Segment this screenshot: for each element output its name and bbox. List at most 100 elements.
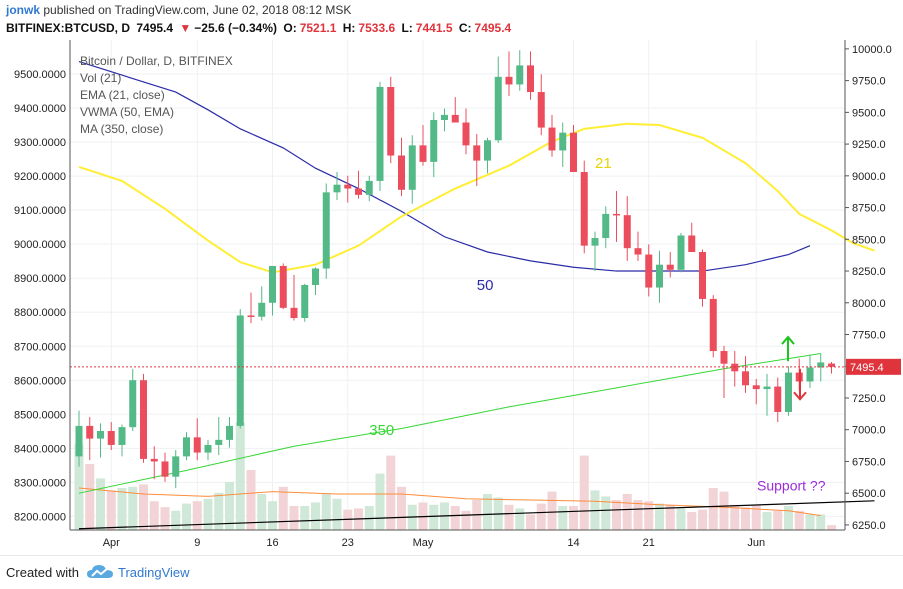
ema21-annotation: 21: [595, 155, 612, 172]
ma350-line: [78, 353, 821, 494]
volume-bar: [289, 506, 299, 530]
candle-body: [817, 362, 825, 368]
candle-body: [236, 315, 244, 426]
volume-bar: [504, 504, 514, 530]
right-tick-label: 8000.0: [852, 298, 886, 310]
legend-item: VWMA (50, EMA): [80, 105, 174, 119]
tradingview-cloud-icon[interactable]: [86, 562, 114, 582]
volume-bar: [730, 504, 740, 530]
volume-bar: [655, 503, 664, 530]
candle-body: [763, 386, 771, 390]
candle-body: [269, 265, 276, 303]
price-chart[interactable]: 9500.00009400.00009300.00009200.00009100…: [0, 40, 903, 555]
left-tick-label: 8700.0000: [14, 341, 66, 353]
candle-body: [527, 65, 534, 93]
right-tick-label: 7000.0: [852, 425, 886, 437]
volume-bar: [751, 504, 761, 530]
candle-body: [376, 86, 384, 181]
right-tick-label: 6750.0: [852, 456, 886, 468]
legend: Bitcoin / Dollar, D, BITFINEX Vol (21) EMA…: [80, 54, 233, 136]
candle-body: [656, 264, 663, 288]
candles: [70, 50, 845, 489]
candle-body: [118, 427, 126, 445]
indicator-lines: [78, 61, 875, 530]
support-line: [78, 500, 875, 530]
candle-body: [688, 235, 696, 252]
ohlc-high-value: 7533.6: [358, 21, 396, 35]
price-change: −25.6 (−0.34%): [194, 21, 278, 35]
candle-body: [75, 425, 83, 457]
candle-body: [387, 86, 395, 156]
annotations: 21 50 350 Support ??: [369, 155, 825, 493]
volume-bars: [74, 422, 836, 530]
candle-body: [290, 307, 298, 319]
candle-body: [720, 351, 728, 364]
volume-bar: [719, 491, 729, 530]
right-tick-label: 9500.0: [852, 107, 886, 119]
ohlc-open-label: O:: [283, 21, 297, 35]
ema21-line: [78, 122, 875, 274]
volume-bar: [708, 488, 718, 530]
volume-bar: [784, 506, 793, 530]
volume-bar: [225, 482, 234, 530]
candle-body: [408, 145, 416, 190]
candle-body: [462, 122, 470, 146]
left-tick-label: 9400.0000: [14, 103, 66, 115]
left-tick-label: 9200.0000: [14, 171, 66, 183]
ma350-annotation: 350: [369, 422, 394, 439]
volume-bar: [311, 502, 320, 530]
volume-bar: [321, 494, 331, 530]
candle-body: [430, 119, 438, 162]
ohlc-open-value: 7521.1: [299, 21, 337, 35]
volume-bar: [246, 470, 256, 530]
candle-body: [355, 188, 362, 195]
candle-body: [806, 367, 814, 382]
volume-bar: [526, 514, 535, 530]
volume-bar: [612, 500, 621, 530]
author-link[interactable]: jonwk: [6, 3, 41, 17]
left-tick-label: 8600.0000: [14, 375, 66, 387]
candle-body: [107, 430, 115, 445]
support-annotation: Support ??: [757, 478, 826, 494]
right-tick-label: 7250.0: [852, 393, 886, 405]
candle-body: [634, 248, 642, 255]
x-tick-label: Jun: [747, 537, 765, 549]
left-tick-label: 8200.0000: [14, 511, 66, 523]
candle-body: [258, 302, 266, 317]
candle-body: [215, 439, 223, 445]
volume-bar: [665, 504, 675, 530]
candle-body: [645, 254, 653, 288]
volume-bar: [397, 486, 406, 530]
x-tick-label: 16: [266, 537, 278, 549]
right-tick-label: 6250.0: [852, 520, 886, 532]
volume-bar: [794, 510, 804, 530]
last-price-tag: [846, 358, 901, 375]
candle-body: [559, 132, 567, 151]
candle-body: [129, 380, 137, 428]
candle-body: [591, 238, 599, 246]
volume-bar: [579, 455, 589, 530]
right-tick-label: 9750.0: [852, 76, 886, 88]
volume-bar: [106, 490, 116, 530]
legend-item: EMA (21, close): [80, 88, 165, 102]
volume-bar: [644, 501, 654, 530]
volume-bar: [569, 506, 578, 530]
volume-bar: [816, 514, 826, 530]
x-tick-label: Apr: [103, 537, 120, 549]
right-tick-label: 7750.0: [852, 330, 886, 342]
candle-body: [623, 215, 631, 249]
candle-body: [86, 425, 94, 439]
tradingview-link[interactable]: TradingView: [118, 565, 190, 580]
left-tick-label: 8500.0000: [14, 409, 66, 421]
candle-body: [602, 213, 610, 239]
last-price: 7495.4: [136, 21, 174, 35]
volume-bar: [827, 525, 836, 530]
candle-body: [441, 114, 448, 120]
volume-bar: [633, 500, 643, 530]
symbol-ohlc-bar: BITFINEX:BTCUSD, D 7495.4 ▼ −25.6 (−0.34%…: [6, 21, 514, 35]
volume-bar: [429, 504, 439, 530]
candle-body: [494, 76, 502, 141]
right-tick-label: 6500.0: [852, 488, 886, 500]
candle-body: [226, 425, 233, 440]
volume-bar: [741, 507, 750, 530]
